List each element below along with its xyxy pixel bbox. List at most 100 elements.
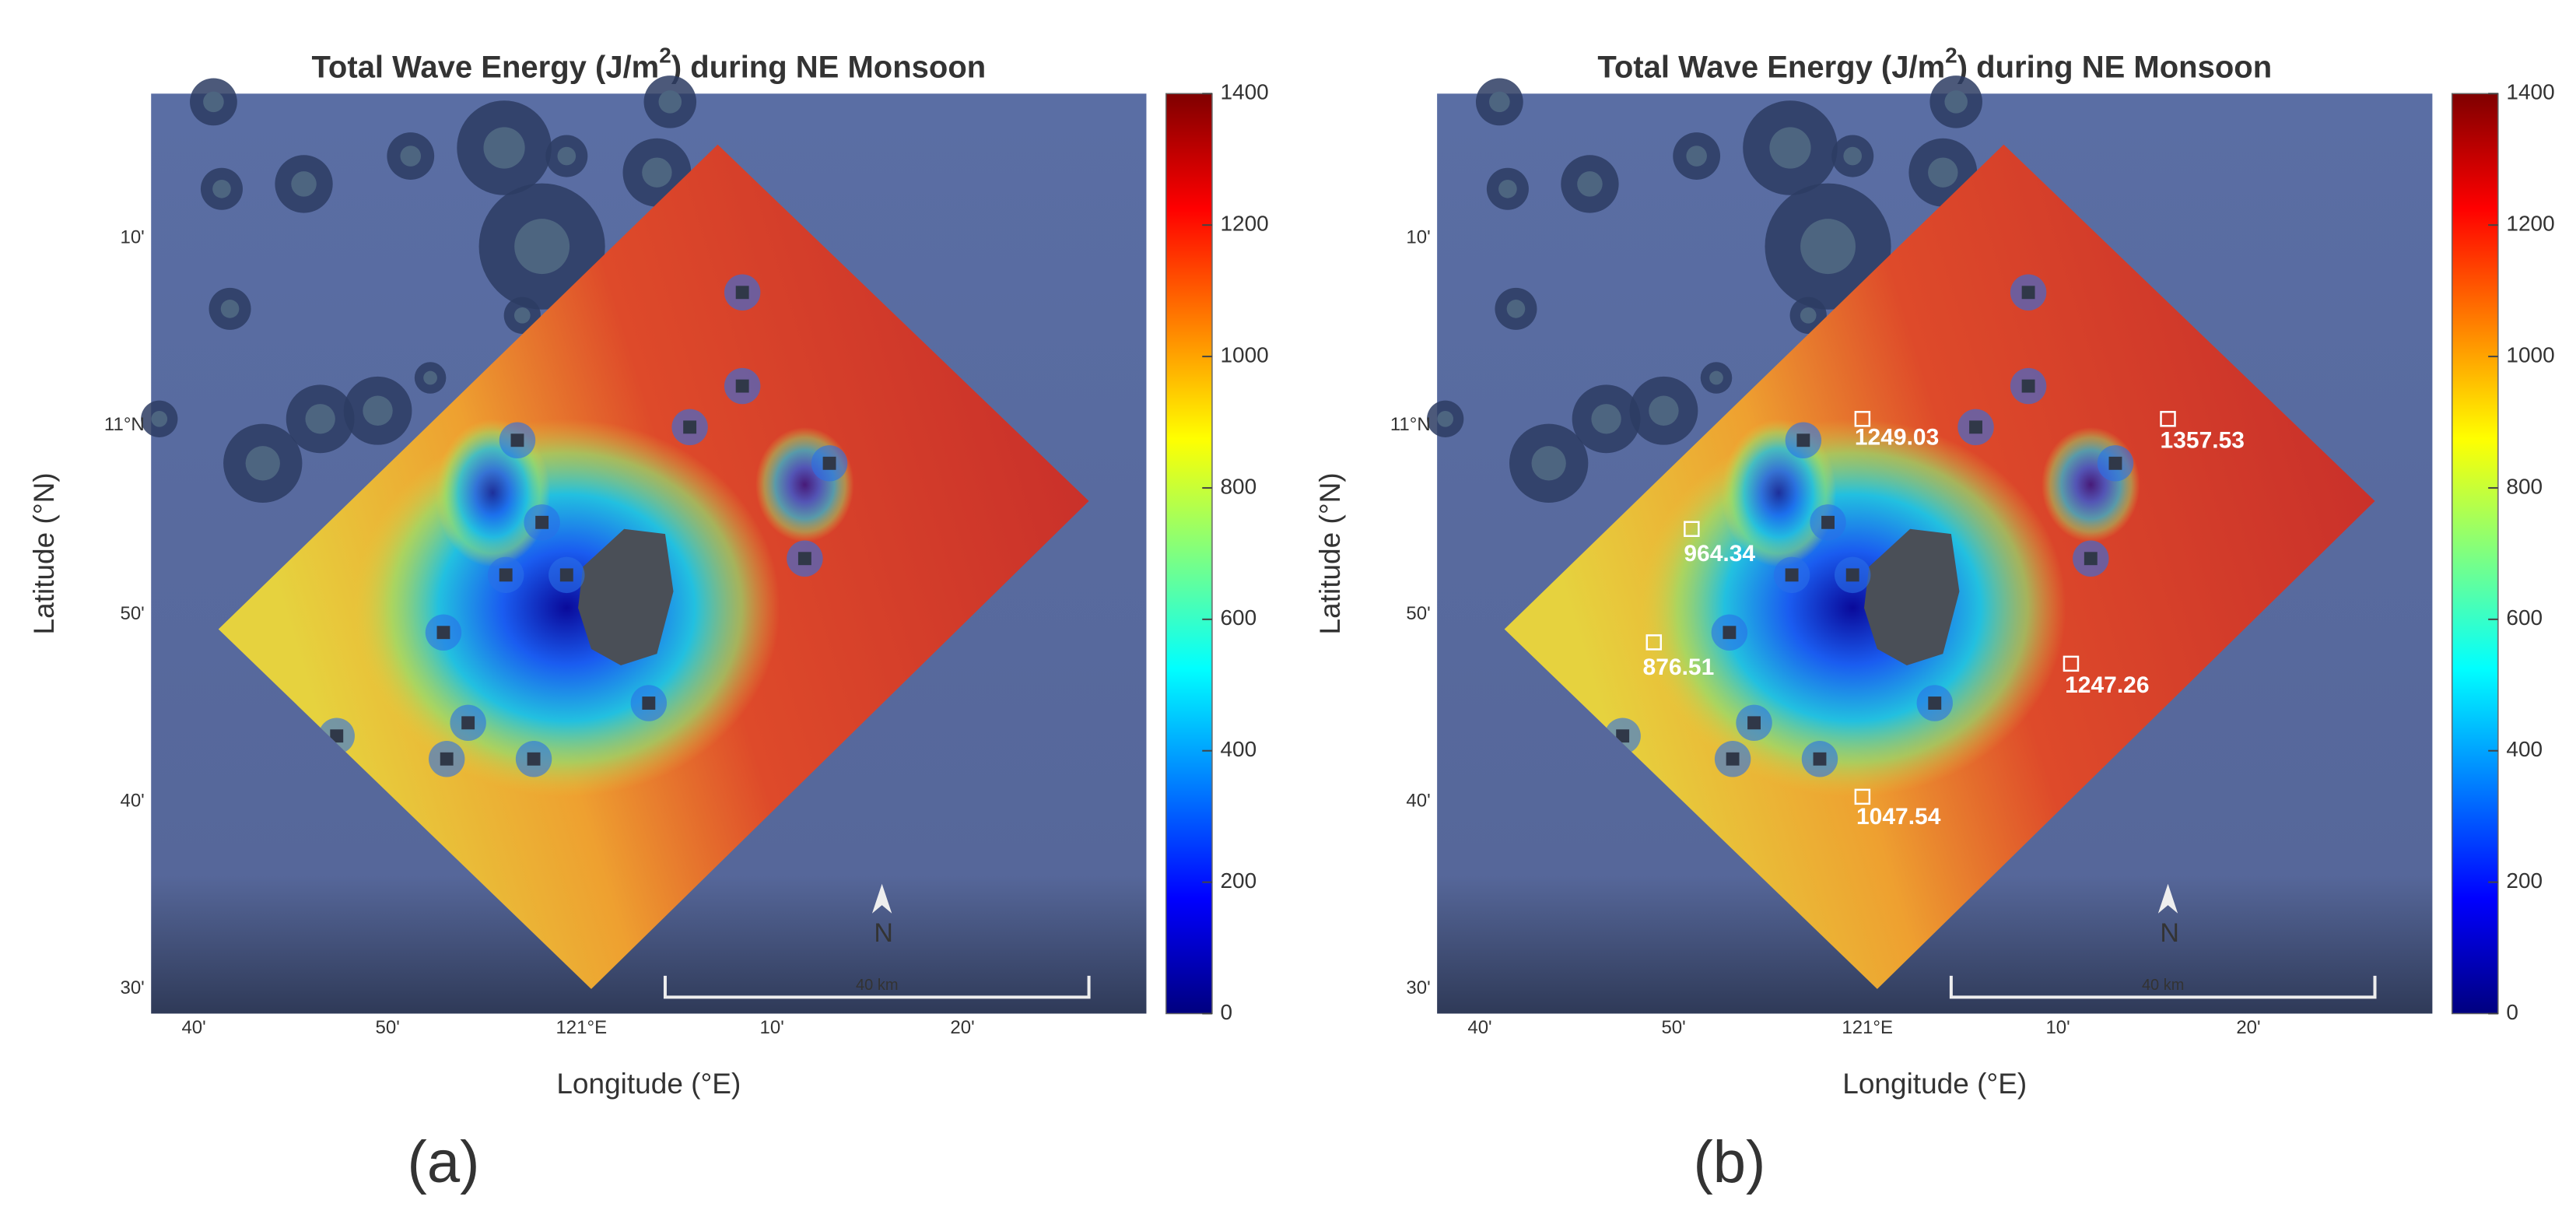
islet <box>735 286 749 300</box>
north-label: N <box>874 918 893 948</box>
colorbar-tick-label: 1200 <box>2506 212 2554 236</box>
colorbar-tick-label: 200 <box>1220 868 1256 893</box>
y-tick-label: 50' <box>1406 603 1430 624</box>
islet <box>2021 379 2035 393</box>
x-tick-label: 50' <box>376 1017 400 1038</box>
x-tick-label: 10' <box>2045 1017 2070 1038</box>
island <box>1577 171 1603 197</box>
sample-value: 1249.03 <box>1855 424 1939 450</box>
island <box>1531 446 1566 481</box>
islet <box>436 626 450 640</box>
islet <box>527 752 541 766</box>
x-tick-label: 50' <box>1661 1017 1685 1038</box>
colorbar-tick-label: 400 <box>1220 737 1256 761</box>
islet <box>1723 626 1737 640</box>
x-tick-label: 40' <box>181 1017 205 1038</box>
scale-bar-label: 40 km <box>856 977 898 994</box>
islet <box>642 696 656 710</box>
north-label: N <box>2160 918 2179 948</box>
title-text: ) during NE Monsoon <box>1957 50 2272 84</box>
island <box>1506 300 1526 318</box>
island <box>1800 307 1817 324</box>
x-axis-label: Longitude (°E) <box>1842 1068 2027 1100</box>
x-tick-label: 40' <box>1467 1017 1491 1038</box>
panel: Total Wave Energy (J/m2) during NE Monso… <box>1314 44 2555 1195</box>
islet <box>535 515 549 529</box>
sample-value: 876.51 <box>1643 654 1715 680</box>
colorbar-tick-label: 600 <box>2506 605 2543 630</box>
sheltered-zone <box>2041 426 2140 542</box>
island <box>151 410 168 427</box>
y-tick-label: 11°N <box>104 414 145 435</box>
islet <box>1796 433 1810 447</box>
y-tick-label: 30' <box>1406 977 1430 998</box>
y-tick-label: 10' <box>1406 226 1430 247</box>
colorbar-tick-label: 400 <box>2506 737 2543 761</box>
x-tick-label: 121°E <box>556 1017 607 1038</box>
scale-bar <box>663 975 1091 999</box>
island <box>642 157 672 188</box>
island <box>557 146 577 166</box>
islet <box>330 729 344 743</box>
island <box>220 300 240 318</box>
main-island <box>1863 528 1960 665</box>
x-tick-label: 10' <box>760 1017 784 1038</box>
island <box>203 91 224 113</box>
islet <box>1616 729 1630 743</box>
island <box>1437 410 1454 427</box>
island <box>400 146 422 167</box>
panel: Total Wave Energy (J/m2) during NE Monso… <box>28 44 1269 1195</box>
islet <box>1928 696 1942 710</box>
island <box>423 370 437 385</box>
colorbar-tick-label: 0 <box>2506 1000 2518 1024</box>
colorbar-tick-label: 200 <box>2506 868 2543 893</box>
islet <box>510 433 524 447</box>
islet <box>1845 568 1859 582</box>
y-tick-label: 11°N <box>1390 414 1431 435</box>
colorbar-tick-label: 800 <box>2506 474 2543 498</box>
island <box>1843 146 1863 166</box>
sheltered-zone <box>755 426 854 542</box>
colorbar-tick-label: 1000 <box>1220 342 1268 367</box>
panel-title: Total Wave Energy (J/m2) during NE Monso… <box>1597 44 2272 85</box>
title-superscript: 2 <box>659 44 671 68</box>
sample-point <box>1854 411 1871 427</box>
island <box>212 179 231 198</box>
panel-label: (b) <box>1693 1129 1765 1195</box>
scale-bar <box>1949 975 2377 999</box>
island <box>1928 157 1958 188</box>
islet <box>1747 716 1761 730</box>
colorbar-tick-label: 1400 <box>2506 80 2554 104</box>
sheltered-zone <box>1638 419 2066 797</box>
title-text: ) during NE Monsoon <box>671 50 986 84</box>
colorbar-tick-label: 1000 <box>2506 342 2554 367</box>
colorbar <box>2451 93 2499 1015</box>
island <box>658 90 682 114</box>
islet <box>2084 552 2098 566</box>
y-axis-label: Latitude (°N) <box>1314 472 1346 634</box>
colorbar-tick-label: 1200 <box>1220 212 1268 236</box>
y-tick-label: 40' <box>1406 791 1430 812</box>
island <box>1649 395 1679 426</box>
island <box>1489 91 1510 113</box>
islet <box>797 552 811 566</box>
north-arrow <box>2157 883 2178 914</box>
colorbar <box>1165 93 1213 1015</box>
island <box>1686 146 1707 167</box>
island <box>1944 90 1968 114</box>
islet <box>2021 286 2035 300</box>
sample-point <box>2063 655 2080 672</box>
islet <box>440 752 454 766</box>
x-tick-label: 20' <box>950 1017 974 1038</box>
islet <box>1821 515 1835 529</box>
sheltered-zone <box>352 419 780 797</box>
island <box>1800 219 1856 275</box>
wave-field-detail <box>318 274 854 797</box>
sample-value: 964.34 <box>1684 541 1755 567</box>
islet <box>1785 568 1799 582</box>
islet <box>1813 752 1827 766</box>
island <box>514 219 570 275</box>
island <box>1709 370 1723 385</box>
sample-point <box>1854 788 1871 805</box>
